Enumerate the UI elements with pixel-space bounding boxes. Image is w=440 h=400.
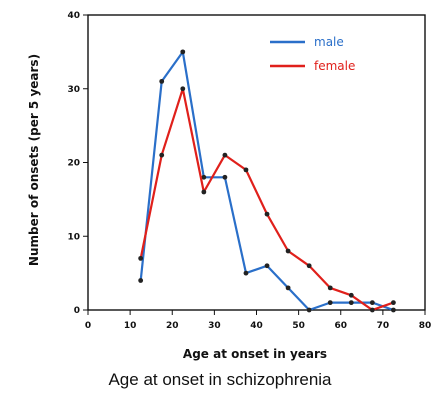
y-tick-label: 30 — [67, 85, 80, 95]
data-point-female — [264, 211, 270, 217]
x-tick-label: 70 — [377, 321, 390, 331]
legend-label-female: female — [314, 59, 355, 73]
data-point-male — [327, 300, 333, 306]
x-tick-label: 80 — [419, 321, 432, 331]
data-point-female — [222, 152, 228, 158]
x-tick-label: 10 — [124, 321, 137, 331]
y-axis-title: Number of onsets (per 5 years) — [27, 54, 41, 266]
y-tick-label: 0 — [74, 306, 80, 316]
data-point-female — [348, 292, 354, 298]
y-tick-label: 40 — [67, 11, 80, 21]
data-point-female — [391, 300, 396, 306]
data-point-female — [159, 152, 165, 158]
data-point-male — [306, 307, 312, 313]
series-layer — [138, 49, 396, 313]
chart-caption: Age at onset in schizophrenia — [108, 370, 332, 389]
data-point-male — [159, 78, 165, 84]
data-point-female — [285, 248, 291, 254]
x-axis-title: Age at onset in years — [183, 347, 327, 361]
data-point-female — [327, 285, 333, 291]
data-point-female — [180, 86, 186, 92]
y-tick-label: 20 — [67, 159, 80, 169]
data-point-male — [369, 300, 375, 306]
data-point-male — [264, 263, 270, 269]
data-point-female — [201, 189, 207, 195]
y-axis-ticks: 0 10 20 30 40 — [67, 11, 88, 316]
data-point-male — [348, 300, 354, 306]
x-tick-label: 0 — [85, 321, 91, 331]
x-tick-label: 60 — [334, 321, 347, 331]
legend: male female — [270, 35, 355, 73]
data-point-female — [138, 255, 144, 261]
series-line-male — [139, 50, 394, 312]
y-tick-label: 10 — [67, 232, 80, 242]
data-point-male — [201, 174, 207, 180]
x-tick-label: 40 — [250, 321, 263, 331]
plot-frame — [87, 14, 426, 311]
data-point-male — [180, 49, 186, 55]
series-female — [138, 86, 396, 313]
data-point-female — [369, 307, 375, 313]
line-chart: 0 10 20 30 40 50 60 70 80 0 10 20 30 40 male female A… — [27, 11, 431, 361]
data-point-female — [243, 167, 249, 173]
data-point-male — [222, 174, 228, 180]
legend-label-male: male — [314, 35, 344, 49]
x-tick-label: 30 — [208, 321, 221, 331]
series-male — [138, 49, 396, 313]
data-point-male — [243, 270, 249, 276]
x-tick-label: 20 — [166, 321, 179, 331]
x-axis-ticks: 0 10 20 30 40 50 60 70 80 — [85, 310, 431, 331]
data-point-male — [391, 307, 396, 313]
x-tick-label: 50 — [292, 321, 305, 331]
axes — [87, 14, 426, 311]
series-line-female — [139, 87, 394, 312]
data-point-male — [285, 285, 291, 291]
data-point-male — [138, 278, 144, 283]
data-point-female — [306, 263, 312, 269]
